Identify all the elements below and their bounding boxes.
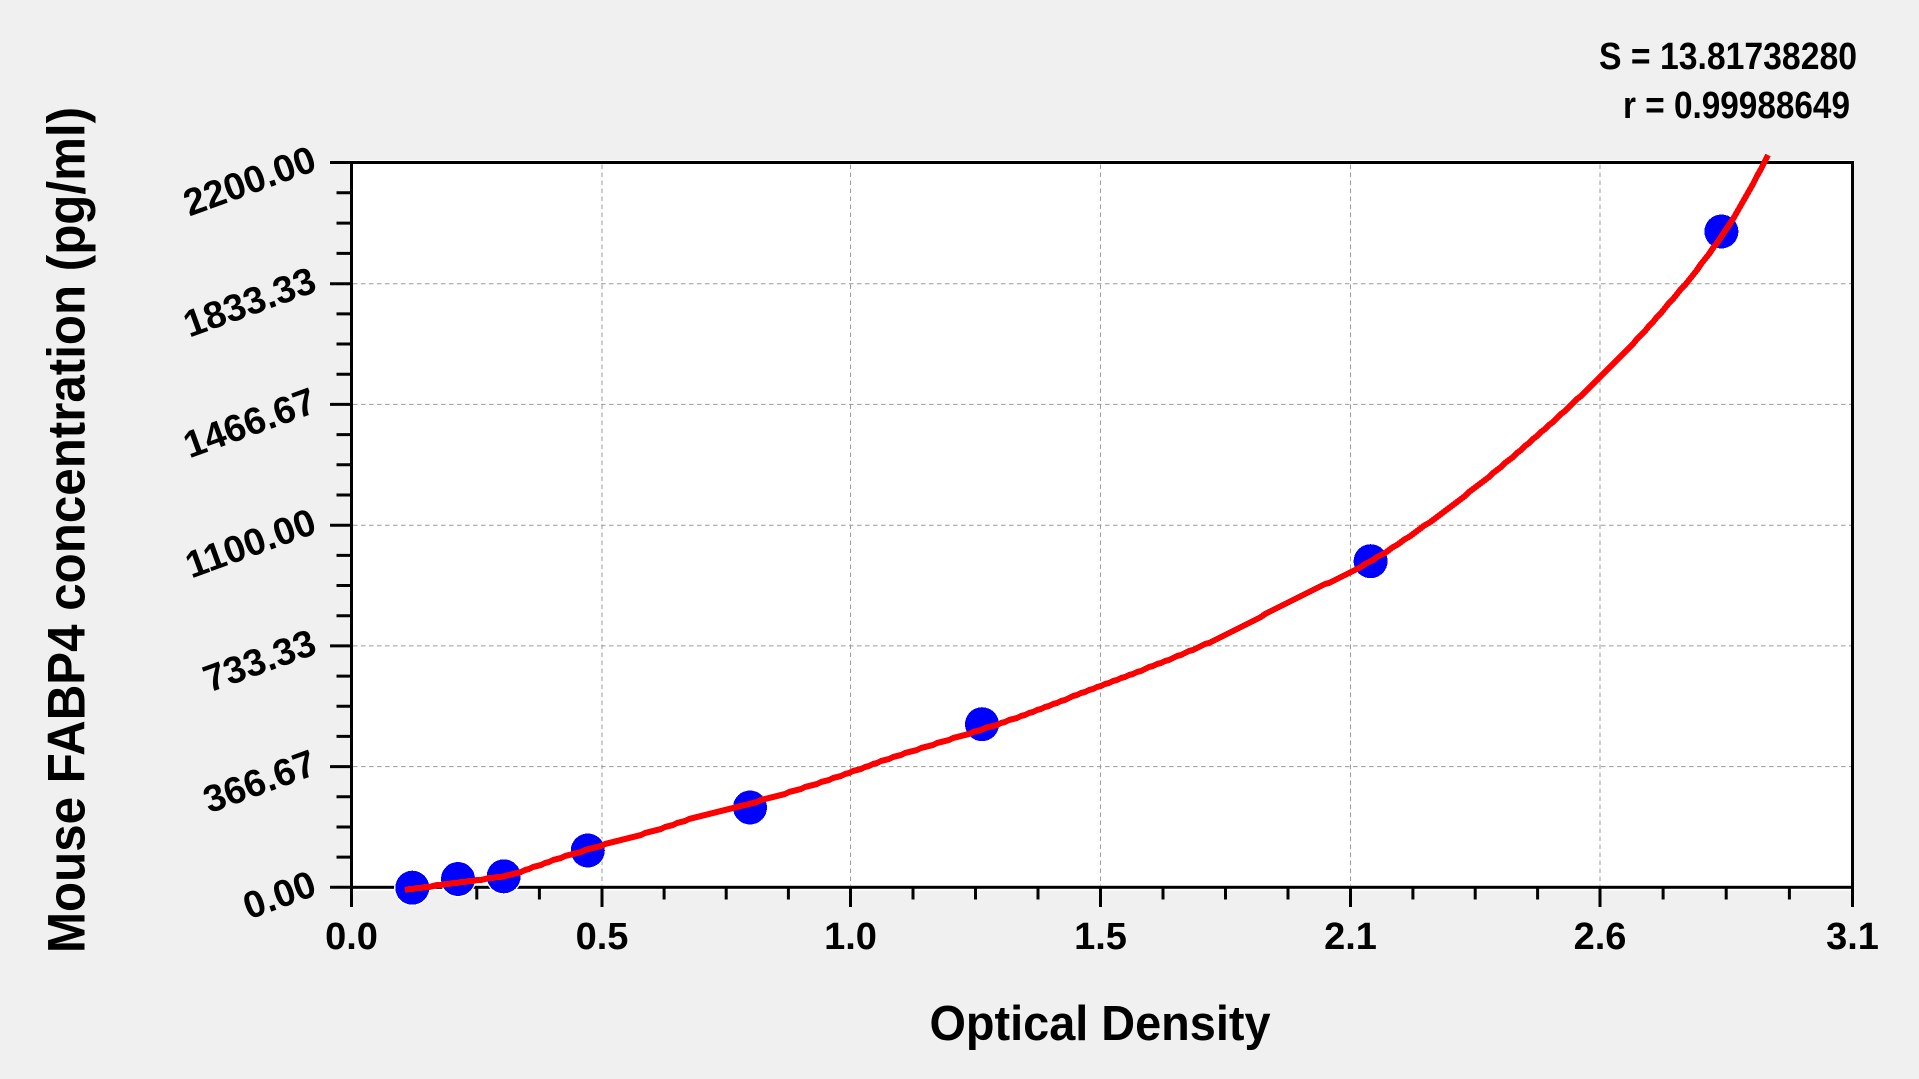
svg-text:2.6: 2.6 <box>1574 916 1627 958</box>
svg-text:2.1: 2.1 <box>1324 916 1377 958</box>
svg-text:3.1: 3.1 <box>1826 916 1879 958</box>
svg-text:r = 0.99988649: r = 0.99988649 <box>1623 85 1850 127</box>
svg-text:1.0: 1.0 <box>824 916 877 958</box>
svg-text:Optical Density: Optical Density <box>930 997 1271 1051</box>
svg-text:1.5: 1.5 <box>1074 916 1127 958</box>
svg-text:Mouse FABP4 concentration (pg/: Mouse FABP4 concentration (pg/ml) <box>38 107 97 953</box>
svg-text:0.5: 0.5 <box>576 916 629 958</box>
svg-text:0.0: 0.0 <box>325 916 378 958</box>
svg-text:S = 13.81738280: S = 13.81738280 <box>1599 36 1857 78</box>
